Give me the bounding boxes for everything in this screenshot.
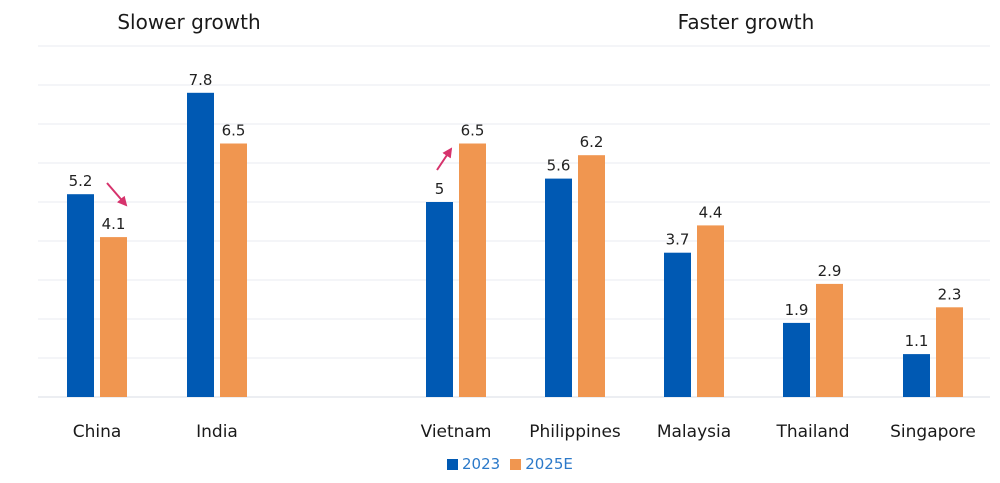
x-axis-labels: China India Vietnam Philippines Malaysia Thai… <box>73 422 976 442</box>
legend-swatch-2025e <box>510 458 522 470</box>
bar-vietnam-2025e <box>459 143 486 397</box>
bar-malaysia-2023 <box>664 252 691 397</box>
x-label-thailand: Thailand <box>775 422 849 442</box>
bar-china-2025e <box>100 237 127 397</box>
value-label: 4.1 <box>102 215 126 233</box>
value-labels: 5.2 4.1 7.8 6.5 5 6.5 5.6 6.2 3.7 4.4 1.9 2.9 1.1 2.3 <box>69 71 962 350</box>
x-label-china: China <box>73 422 122 442</box>
x-label-malaysia: Malaysia <box>657 422 731 442</box>
bar-china-2023 <box>67 194 94 397</box>
bar-philippines-2025e <box>578 155 605 397</box>
arrow-down-china <box>106 182 128 207</box>
value-label: 3.7 <box>666 231 690 249</box>
bar-singapore-2025e <box>936 307 963 397</box>
value-label: 2.9 <box>818 262 842 280</box>
x-label-vietnam: Vietnam <box>421 422 492 442</box>
legend-item-2023: 2023 <box>447 455 500 473</box>
value-label: 1.9 <box>785 301 809 319</box>
value-label: 7.8 <box>189 71 213 89</box>
value-label: 5 <box>435 180 445 198</box>
annotation-arrows <box>106 147 453 207</box>
x-label-philippines: Philippines <box>529 422 621 442</box>
value-label: 1.1 <box>905 332 929 350</box>
group-title-slower: Slower growth <box>117 10 261 34</box>
value-label: 6.5 <box>461 122 485 140</box>
value-label: 5.2 <box>69 172 93 190</box>
x-label-india: India <box>196 422 238 442</box>
bar-philippines-2023 <box>545 178 572 397</box>
bar-india-2025e <box>220 143 247 397</box>
legend-swatch-2023 <box>447 458 458 470</box>
value-label: 2.3 <box>938 285 962 303</box>
value-label: 6.5 <box>222 122 246 140</box>
group-title-faster: Faster growth <box>677 10 815 34</box>
value-label: 4.4 <box>699 203 723 221</box>
value-label: 5.6 <box>547 157 571 175</box>
bars <box>67 92 963 398</box>
legend-label-2023: 2023 <box>462 455 501 473</box>
legend-item-2025e: 2025E <box>510 455 573 473</box>
bar-thailand-2023 <box>783 322 810 397</box>
arrow-up-vietnam <box>436 147 453 171</box>
bar-india-2023 <box>187 92 214 398</box>
bar-thailand-2025e <box>816 283 843 397</box>
gridlines <box>38 45 990 398</box>
x-label-singapore: Singapore <box>890 422 976 442</box>
value-label: 6.2 <box>580 133 604 151</box>
legend: 2023 2025E <box>447 455 583 473</box>
bar-singapore-2023 <box>903 354 930 397</box>
legend-label-2025e: 2025E <box>525 455 573 473</box>
bar-malaysia-2025e <box>697 225 724 397</box>
bar-vietnam-2023 <box>426 202 453 397</box>
